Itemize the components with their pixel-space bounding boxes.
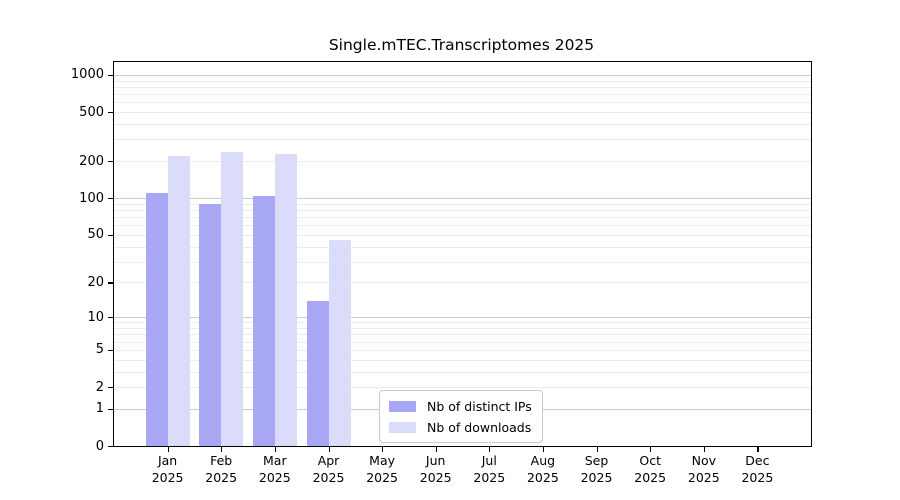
gridline-minor	[114, 139, 811, 141]
gridline-minor	[114, 161, 811, 163]
gridline-major	[114, 74, 811, 76]
bar-nb-of-downloads-apr	[328, 240, 351, 446]
bar-nb-of-distinct-ips-apr	[306, 300, 329, 446]
x-tick-label: Feb 2025	[205, 453, 238, 485]
y-tick-mark	[108, 198, 113, 200]
y-tick-mark	[108, 446, 113, 448]
x-tick-mark	[435, 447, 437, 452]
y-tick-label: 10	[87, 309, 104, 325]
x-tick-mark	[167, 447, 169, 452]
x-tick-label: May 2025	[366, 453, 398, 485]
x-tick-label: Aug 2025	[526, 453, 559, 485]
plot-area: 0 1 2 5 10 20 50 100 200 500 1000 Jan 2025 Feb 2025…	[71, 61, 812, 485]
x-tick-label: Oct 2025	[634, 453, 667, 485]
x-tick-label: Apr 2025	[312, 453, 345, 485]
x-tick-mark	[596, 447, 598, 452]
gridline-minor	[114, 124, 811, 125]
y-tick-label: 500	[79, 104, 104, 120]
legend-label-downloads: Nb of downloads	[427, 419, 532, 435]
y-tick-label: 5	[95, 342, 104, 358]
legend-item-distinct-ips: Nb of distinct IPs	[389, 398, 532, 414]
x-tick-mark	[221, 447, 223, 452]
y-tick-label: 100	[79, 190, 104, 206]
y-tick-mark	[108, 282, 113, 284]
legend: Nb of distinct IPs Nb of downloads	[379, 390, 543, 443]
bar-nb-of-downloads-jan	[167, 156, 190, 446]
legend-item-downloads: Nb of downloads	[389, 419, 532, 435]
chart-title: Single.mTEC.Transcriptomes 2025	[328, 36, 595, 54]
y-tick-label: 0	[95, 438, 104, 454]
y-tick-mark	[108, 408, 113, 410]
x-tick-mark	[650, 447, 652, 452]
y-tick-label: 50	[87, 227, 104, 243]
y-tick-mark	[108, 349, 113, 351]
x-tick-label: Jan 2025	[151, 453, 184, 485]
bar-nb-of-distinct-ips-mar	[252, 195, 275, 446]
gridline-minor	[114, 80, 811, 82]
gridline-minor	[114, 112, 811, 113]
y-tick-mark	[108, 387, 113, 389]
x-tick-mark	[757, 447, 759, 452]
y-tick-mark	[108, 234, 113, 236]
y-tick-mark	[108, 112, 113, 114]
legend-label-distinct-ips: Nb of distinct IPs	[427, 398, 532, 414]
y-tick-mark	[108, 317, 113, 319]
x-tick-mark	[489, 447, 491, 452]
x-tick-label: Jul 2025	[473, 453, 506, 485]
x-tick-mark	[274, 447, 276, 452]
legend-swatch-distinct-ips	[389, 400, 416, 412]
gridline-minor	[114, 102, 811, 104]
x-tick-label: Jun 2025	[419, 453, 452, 485]
bar-nb-of-distinct-ips-feb	[199, 203, 222, 446]
x-tick-mark	[542, 447, 545, 452]
y-tick-label: 20	[87, 274, 104, 290]
x-tick-label: Nov 2025	[687, 453, 720, 485]
y-tick-label: 200	[79, 153, 104, 169]
gridline-minor	[114, 86, 811, 88]
y-tick-label: 2	[95, 379, 104, 395]
x-tick-mark	[328, 447, 330, 452]
x-tick-label: Dec 2025	[741, 453, 774, 485]
x-tick-mark	[703, 447, 705, 452]
bar-nb-of-downloads-mar	[274, 154, 297, 446]
x-tick-label: Sep 2025	[580, 453, 613, 485]
x-tick-label: Mar 2025	[258, 453, 291, 485]
x-tick-mark	[382, 447, 384, 452]
gridline-minor	[114, 94, 811, 95]
bar-nb-of-distinct-ips-jan	[145, 193, 168, 446]
legend-swatch-downloads	[389, 421, 416, 433]
y-tick-label: 1000	[70, 67, 104, 83]
y-tick-mark	[108, 161, 113, 163]
y-tick-mark	[108, 74, 113, 76]
gridline-major	[114, 198, 811, 200]
bar-nb-of-downloads-feb	[221, 151, 244, 446]
y-tick-label: 1	[95, 401, 104, 417]
